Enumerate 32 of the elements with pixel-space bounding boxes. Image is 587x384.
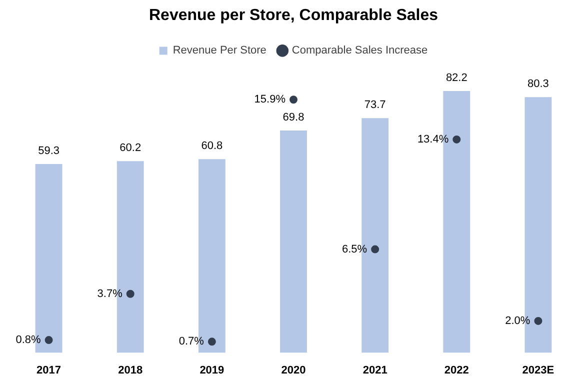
data-label: 60.2: [120, 142, 142, 154]
point: [208, 338, 216, 346]
data-label: 59.3: [38, 144, 60, 157]
x-tick-label: 2022: [444, 364, 469, 376]
data-label: 13.4%: [417, 133, 449, 146]
data-label: 80.3: [528, 78, 549, 90]
data-label: 3.7%: [97, 288, 123, 300]
x-tick-label: 2019: [200, 364, 224, 376]
point: [290, 96, 298, 104]
data-label: 0.8%: [16, 334, 41, 346]
x-tick-label: 2017: [36, 364, 62, 376]
data-label: 6.5%: [342, 243, 368, 256]
data-label: 0.7%: [178, 336, 204, 348]
data-label: 15.9%: [254, 94, 286, 106]
legend-label: Revenue Per Store: [172, 44, 266, 57]
x-tick-label: 2018: [118, 364, 143, 376]
point: [452, 135, 461, 144]
chart-title: Revenue per Store, Comparable Sales: [149, 7, 438, 24]
bar: [280, 130, 307, 353]
data-label: 2.0%: [505, 314, 530, 327]
point: [534, 316, 542, 325]
point: [371, 245, 380, 254]
legend-label: Comparable Sales Increase: [292, 44, 428, 57]
x-tick-label: 2020: [281, 364, 306, 376]
x-tick-label: 2021: [362, 364, 388, 376]
point: [126, 290, 134, 298]
point: [44, 336, 53, 344]
data-label: 73.7: [364, 99, 386, 112]
x-tick-label: 2023E: [522, 364, 554, 376]
data-label: 69.8: [282, 112, 304, 124]
data-label: 82.2: [446, 72, 468, 84]
data-label: 60.8: [201, 140, 223, 152]
